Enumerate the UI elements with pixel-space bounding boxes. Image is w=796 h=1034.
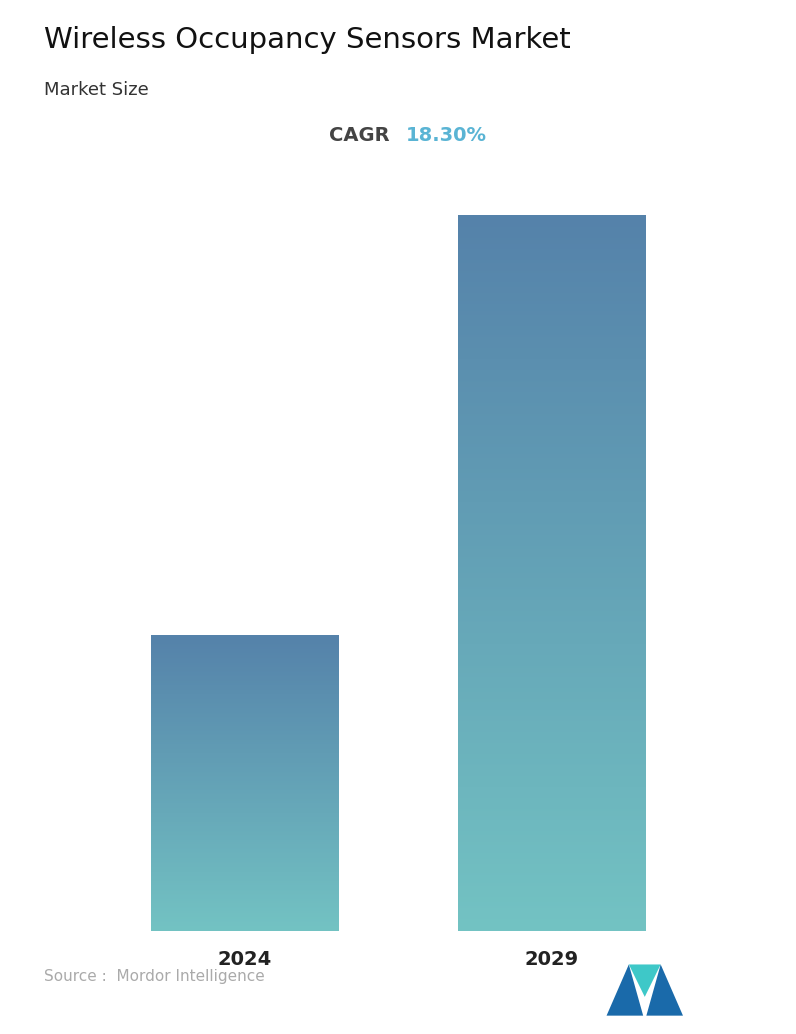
Text: Market Size: Market Size: [44, 81, 149, 98]
Text: Source :  Mordor Intelligence: Source : Mordor Intelligence: [44, 969, 264, 984]
Text: CAGR: CAGR: [330, 126, 390, 145]
Polygon shape: [629, 965, 661, 997]
Text: Wireless Occupancy Sensors Market: Wireless Occupancy Sensors Market: [44, 26, 571, 54]
Polygon shape: [646, 965, 683, 1015]
Text: 18.30%: 18.30%: [406, 126, 487, 145]
Polygon shape: [607, 965, 643, 1015]
